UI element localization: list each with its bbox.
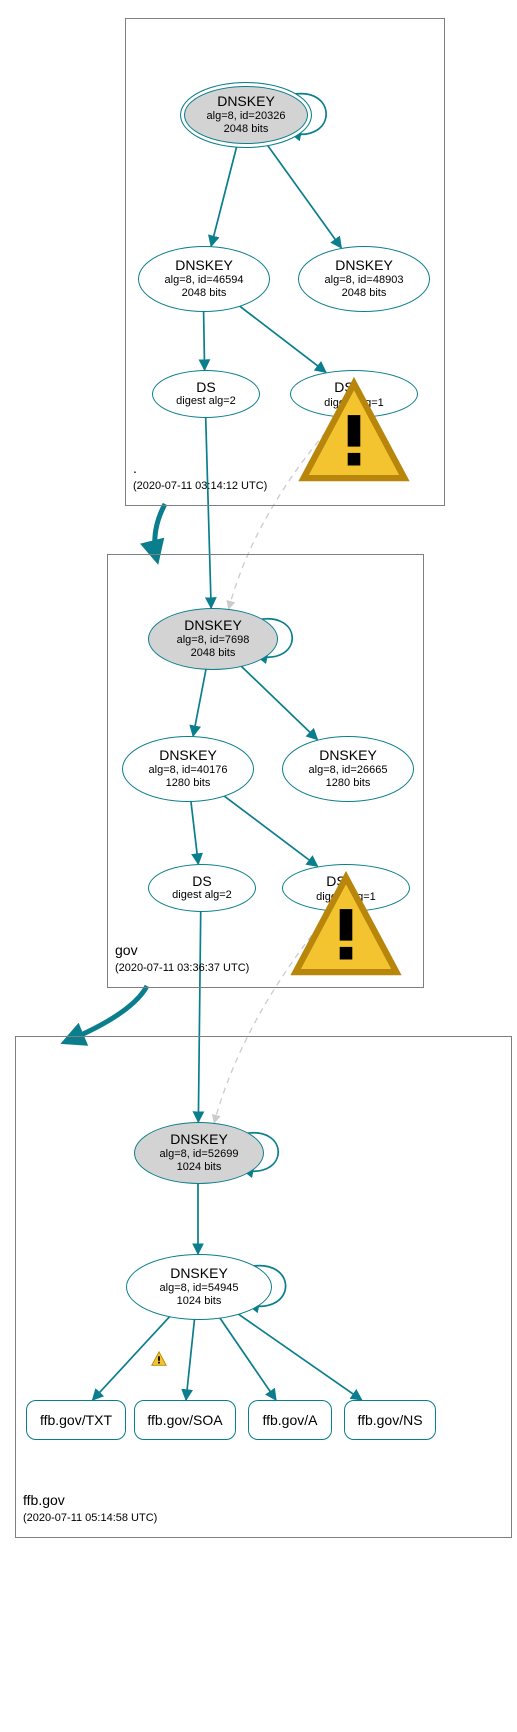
node-bits: 2048 bits [191, 647, 236, 660]
zone-ffb-label: ffb.gov [23, 1492, 65, 1508]
node-bits: 2048 bits [224, 123, 269, 136]
ds-root-1[interactable]: DS digest alg=2 [152, 370, 260, 418]
zone-delegation-arrow [65, 986, 147, 1042]
node-type: DNSKEY [217, 94, 275, 109]
rr-a[interactable]: ffb.gov/A [248, 1400, 332, 1440]
node-type: DNSKEY [335, 258, 393, 273]
ds-gov-2[interactable]: DS digest alg=1 [282, 864, 410, 912]
node-alg: alg=8, id=54945 [160, 1282, 239, 1295]
node-bits: 1280 bits [326, 777, 371, 790]
rr-label: ffb.gov/TXT [40, 1412, 112, 1428]
rr-label: ffb.gov/NS [357, 1412, 422, 1428]
dnskey-gov-zsk2[interactable]: DNSKEY alg=8, id=26665 1280 bits [282, 736, 414, 802]
ds-gov-1[interactable]: DS digest alg=2 [148, 864, 256, 912]
node-bits: 1280 bits [166, 777, 211, 790]
dnskey-ffb-ksk[interactable]: DNSKEY alg=8, id=52699 1024 bits [134, 1122, 264, 1184]
dnskey-root-zsk2[interactable]: DNSKEY alg=8, id=48903 2048 bits [298, 246, 430, 312]
node-alg: digest alg=2 [176, 395, 236, 408]
zone-ffb-timestamp: (2020-07-11 05:14:58 UTC) [23, 1512, 157, 1524]
node-alg: alg=8, id=7698 [177, 634, 250, 647]
node-type: DNSKEY [175, 258, 233, 273]
rr-soa[interactable]: ffb.gov/SOA [134, 1400, 236, 1440]
dnskey-ffb-zsk[interactable]: DNSKEY alg=8, id=54945 1024 bits [126, 1254, 272, 1320]
dnskey-root-zsk1[interactable]: DNSKEY alg=8, id=46594 2048 bits [138, 246, 270, 312]
rr-txt[interactable]: ffb.gov/TXT [26, 1400, 126, 1440]
ds-root-2[interactable]: DS digest alg=1 [290, 370, 418, 418]
node-type: DS [192, 874, 211, 889]
node-alg: alg=8, id=52699 [160, 1148, 239, 1161]
node-type: DNSKEY [319, 748, 377, 763]
node-bits: 1024 bits [177, 1161, 222, 1174]
node-alg: digest alg=2 [172, 889, 232, 902]
zone-root-label: . [133, 460, 137, 476]
warning-icon [350, 872, 366, 888]
node-alg: alg=8, id=20326 [207, 110, 286, 123]
dnskey-gov-zsk1[interactable]: DNSKEY alg=8, id=40176 1280 bits [122, 736, 254, 802]
dnskey-gov-ksk[interactable]: DNSKEY alg=8, id=7698 2048 bits [148, 608, 278, 670]
zone-gov-timestamp: (2020-07-11 03:36:37 UTC) [115, 962, 249, 974]
rr-ns[interactable]: ffb.gov/NS [344, 1400, 436, 1440]
rr-label: ffb.gov/SOA [147, 1412, 222, 1428]
node-type: DNSKEY [184, 618, 242, 633]
node-type: DNSKEY [159, 748, 217, 763]
node-alg: alg=8, id=40176 [149, 764, 228, 777]
node-type: DNSKEY [170, 1266, 228, 1281]
node-bits: 1024 bits [177, 1295, 222, 1308]
warning-icon [150, 1350, 168, 1368]
zone-gov-label: gov [115, 942, 138, 958]
warning-icon [358, 378, 374, 394]
node-alg: alg=8, id=46594 [165, 274, 244, 287]
rr-label: ffb.gov/A [262, 1412, 317, 1428]
node-type: DS [196, 380, 215, 395]
node-alg: alg=8, id=48903 [325, 274, 404, 287]
node-bits: 2048 bits [182, 287, 227, 300]
node-alg: alg=8, id=26665 [309, 764, 388, 777]
zone-delegation-arrow [155, 504, 165, 560]
node-bits: 2048 bits [342, 287, 387, 300]
zone-root-timestamp: (2020-07-11 03:14:12 UTC) [133, 480, 267, 492]
dnskey-root-ksk[interactable]: DNSKEY alg=8, id=20326 2048 bits [180, 82, 312, 148]
node-type: DNSKEY [170, 1132, 228, 1147]
